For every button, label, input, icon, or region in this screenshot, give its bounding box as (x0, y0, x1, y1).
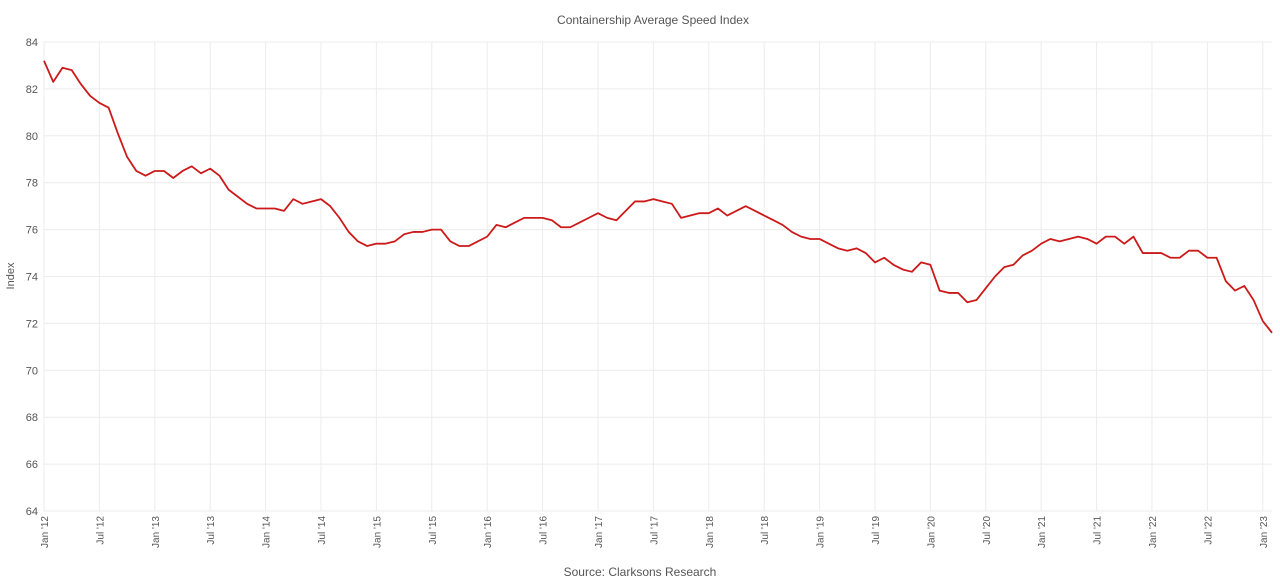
y-tick-label: 64 (26, 506, 38, 518)
x-tick-label: Jan '19 (816, 516, 827, 548)
y-tick-label: 70 (26, 365, 38, 377)
x-tick-label: Jul '14 (317, 516, 328, 545)
x-tick-label: Jan '17 (594, 516, 605, 548)
y-tick-label: 80 (26, 131, 38, 143)
chart-title: Containership Average Speed Index (557, 13, 749, 27)
x-tick-label: Jan '22 (1148, 516, 1159, 548)
x-tick-label: Jul '20 (982, 516, 993, 545)
y-tick-label: 82 (26, 84, 38, 96)
y-tick-label: 76 (26, 225, 38, 237)
x-tick-label: Jan '18 (705, 516, 716, 548)
x-tick-label: Jul '12 (95, 516, 106, 545)
x-tick-label: Jul '16 (539, 516, 550, 545)
y-tick-label: 74 (26, 272, 38, 284)
x-tick-label: Jan '14 (262, 516, 273, 548)
x-tick-label: Jan '16 (483, 516, 494, 548)
x-tick-label: Jan '13 (151, 516, 162, 548)
y-tick-label: 78 (26, 178, 38, 190)
x-tick-label: Jul '21 (1093, 516, 1104, 545)
x-tick-label: Jan '12 (40, 516, 51, 548)
x-tick-label: Jul '15 (428, 516, 439, 545)
x-tick-label: Jan '15 (372, 516, 383, 548)
y-tick-label: 72 (26, 318, 38, 330)
y-tick-label: 66 (26, 459, 38, 471)
y-tick-label: 84 (26, 37, 38, 49)
x-tick-label: Jan '21 (1037, 516, 1048, 548)
y-tick-label: 68 (26, 412, 38, 424)
x-tick-label: Jan '20 (926, 516, 937, 548)
x-tick-label: Jul '19 (871, 516, 882, 545)
y-axis-label: Index (5, 262, 17, 289)
source-note: Source: Clarksons Research (564, 565, 717, 579)
x-tick-label: Jul '18 (760, 516, 771, 545)
x-tick-label: Jul '22 (1203, 516, 1214, 545)
x-tick-label: Jul '17 (649, 516, 660, 545)
data-line (43, 60, 1273, 334)
x-tick-label: Jul '13 (206, 516, 217, 545)
x-tick-label: Jan '23 (1259, 516, 1270, 548)
